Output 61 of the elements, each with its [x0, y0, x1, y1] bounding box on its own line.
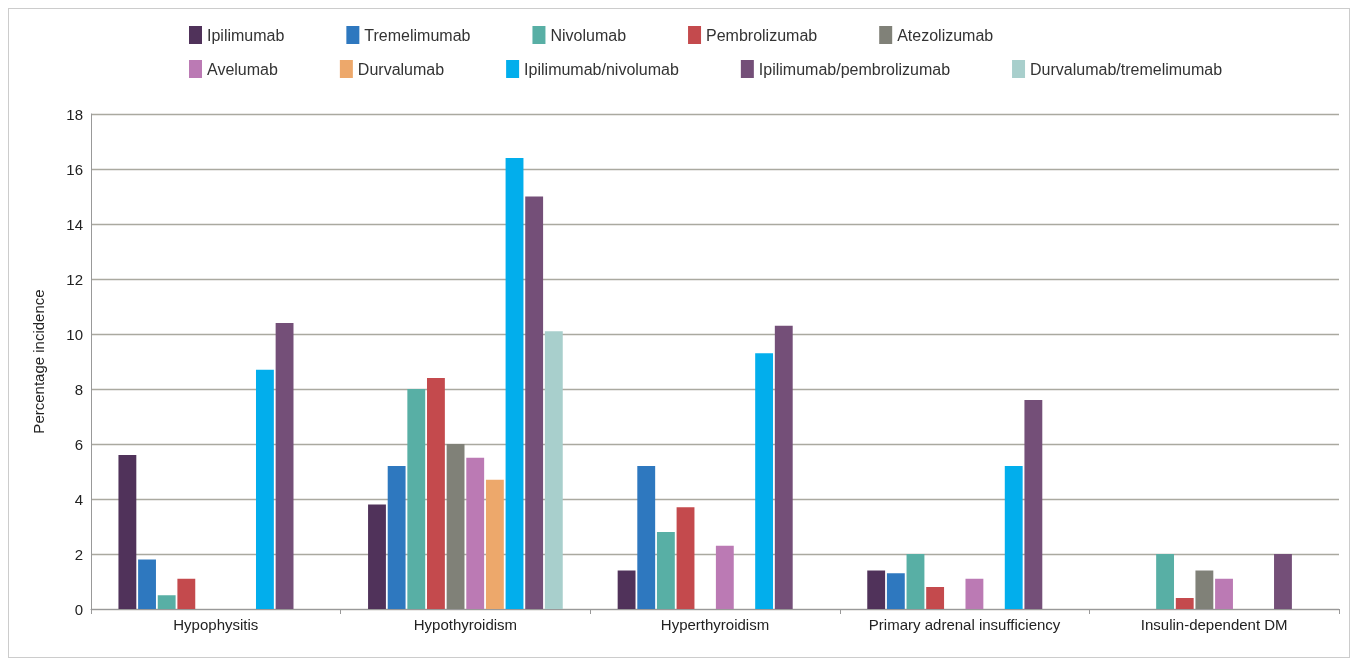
bar	[118, 455, 137, 609]
x-tick-label: Hypothyroidism	[413, 616, 518, 633]
bar	[906, 554, 925, 609]
legend-label: Durvalumab/tremelimumab	[1030, 60, 1223, 78]
bar	[617, 570, 636, 609]
bar	[407, 389, 426, 609]
legend-label: Ipilimumab	[207, 26, 285, 44]
bar	[466, 457, 485, 609]
legend-label: Atezolizumab	[897, 26, 994, 44]
bar	[715, 545, 734, 609]
x-tick-label: Insulin-dependent DM	[1140, 616, 1288, 633]
bar	[505, 158, 524, 609]
bar	[1274, 554, 1292, 609]
bar	[1156, 554, 1175, 609]
legend-label: Avelumab	[207, 60, 278, 78]
bar	[446, 444, 465, 609]
legend-label: Nivolumab	[550, 26, 627, 44]
bar	[275, 323, 294, 609]
y-tick-label: 12	[66, 270, 83, 288]
bar	[368, 504, 386, 609]
bar	[1004, 466, 1023, 609]
bar	[427, 378, 445, 609]
bar	[926, 587, 945, 609]
y-axis-title: Percentage incidence	[30, 289, 47, 434]
y-tick-label: 10	[66, 325, 83, 343]
bar	[157, 595, 176, 609]
bar	[387, 466, 406, 609]
bar	[774, 325, 793, 609]
y-tick-label: 16	[66, 160, 83, 178]
legend-label: Pembrolizumab	[706, 26, 818, 44]
bar	[886, 573, 905, 609]
legend-label: Tremelimumab	[364, 26, 471, 44]
legend-label: Durvalumab	[357, 60, 445, 78]
bar	[755, 353, 774, 609]
y-tick-label: 8	[74, 380, 83, 398]
bar	[637, 466, 656, 609]
y-tick-label: 6	[74, 435, 83, 453]
legend-label: Ipilimumab/nivolumab	[524, 60, 679, 78]
bar	[177, 578, 196, 609]
y-tick-label: 0	[74, 600, 83, 618]
bar	[138, 559, 156, 609]
bar	[485, 479, 504, 609]
x-tick-label: Hyperthyroidism	[660, 616, 770, 633]
bar	[1024, 400, 1043, 609]
bar	[867, 570, 886, 609]
bar	[656, 532, 675, 609]
bar	[676, 507, 695, 609]
bar	[255, 369, 274, 609]
legend-label: Ipilimumab/pembrolizumab	[758, 60, 951, 78]
x-tick-label: Hypophysitis	[173, 616, 259, 633]
bar	[525, 196, 544, 609]
y-tick-label: 18	[66, 105, 83, 123]
bar	[1175, 598, 1194, 609]
bar	[544, 331, 563, 609]
y-tick-label: 2	[74, 545, 83, 563]
bar	[1215, 578, 1233, 609]
x-tick-label: Primary adrenal insufficiency	[868, 616, 1061, 633]
bar	[965, 578, 984, 609]
y-tick-label: 14	[66, 215, 83, 233]
y-tick-label: 4	[74, 490, 83, 508]
bar	[1195, 570, 1214, 609]
